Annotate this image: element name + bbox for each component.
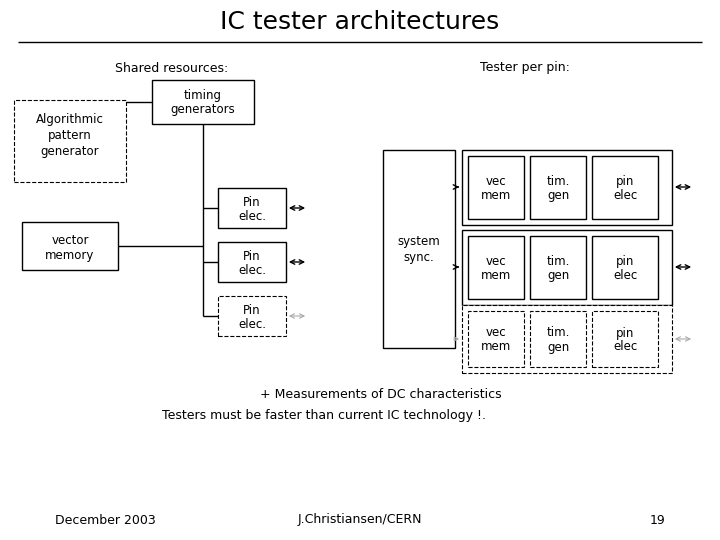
Text: mem: mem xyxy=(481,341,511,354)
Text: generator: generator xyxy=(41,145,99,159)
Text: Testers must be faster than current IC technology !.: Testers must be faster than current IC t… xyxy=(162,408,486,422)
Text: Algorithmic: Algorithmic xyxy=(36,113,104,126)
Text: Pin: Pin xyxy=(243,303,261,316)
Text: Shared resources:: Shared resources: xyxy=(115,62,228,75)
Bar xyxy=(592,156,658,219)
Bar xyxy=(530,236,586,299)
Text: pin: pin xyxy=(616,175,634,188)
Text: gen: gen xyxy=(547,189,569,202)
Text: vector: vector xyxy=(51,233,89,246)
Bar xyxy=(468,311,524,367)
Text: generators: generators xyxy=(171,104,235,117)
Bar xyxy=(530,156,586,219)
Bar xyxy=(383,150,455,348)
Text: elec: elec xyxy=(613,269,637,282)
Bar xyxy=(14,100,126,182)
Bar xyxy=(468,156,524,219)
Text: elec.: elec. xyxy=(238,318,266,330)
Text: J.Christiansen/CERN: J.Christiansen/CERN xyxy=(298,514,422,526)
Text: gen: gen xyxy=(547,341,569,354)
Text: December 2003: December 2003 xyxy=(55,514,156,526)
Text: elec.: elec. xyxy=(238,210,266,222)
Text: system: system xyxy=(397,234,441,247)
Text: memory: memory xyxy=(45,249,95,262)
Text: gen: gen xyxy=(547,269,569,282)
Bar xyxy=(462,230,672,305)
Bar xyxy=(218,242,286,282)
Text: tim.: tim. xyxy=(546,175,570,188)
Text: 19: 19 xyxy=(649,514,665,526)
Bar xyxy=(592,311,658,367)
Text: + Measurements of DC characteristics: + Measurements of DC characteristics xyxy=(260,388,502,402)
Text: pin: pin xyxy=(616,255,634,268)
Text: Pin: Pin xyxy=(243,249,261,262)
Text: IC tester architectures: IC tester architectures xyxy=(220,10,500,34)
Bar xyxy=(462,150,672,225)
Text: elec.: elec. xyxy=(238,264,266,276)
Text: Pin: Pin xyxy=(243,195,261,208)
Bar xyxy=(218,296,286,336)
Bar xyxy=(152,80,254,124)
Text: sync.: sync. xyxy=(404,251,434,264)
Text: mem: mem xyxy=(481,269,511,282)
Bar xyxy=(462,305,672,373)
Text: Tester per pin:: Tester per pin: xyxy=(480,62,570,75)
Text: tim.: tim. xyxy=(546,255,570,268)
Bar xyxy=(22,222,118,270)
Bar xyxy=(592,236,658,299)
Text: vec: vec xyxy=(486,175,506,188)
Bar xyxy=(218,188,286,228)
Bar xyxy=(468,236,524,299)
Text: pin: pin xyxy=(616,327,634,340)
Text: mem: mem xyxy=(481,189,511,202)
Text: elec: elec xyxy=(613,189,637,202)
Text: vec: vec xyxy=(486,255,506,268)
Text: timing: timing xyxy=(184,89,222,102)
Bar xyxy=(530,311,586,367)
Text: vec: vec xyxy=(486,327,506,340)
Text: elec: elec xyxy=(613,341,637,354)
Text: tim.: tim. xyxy=(546,327,570,340)
Text: pattern: pattern xyxy=(48,130,92,143)
